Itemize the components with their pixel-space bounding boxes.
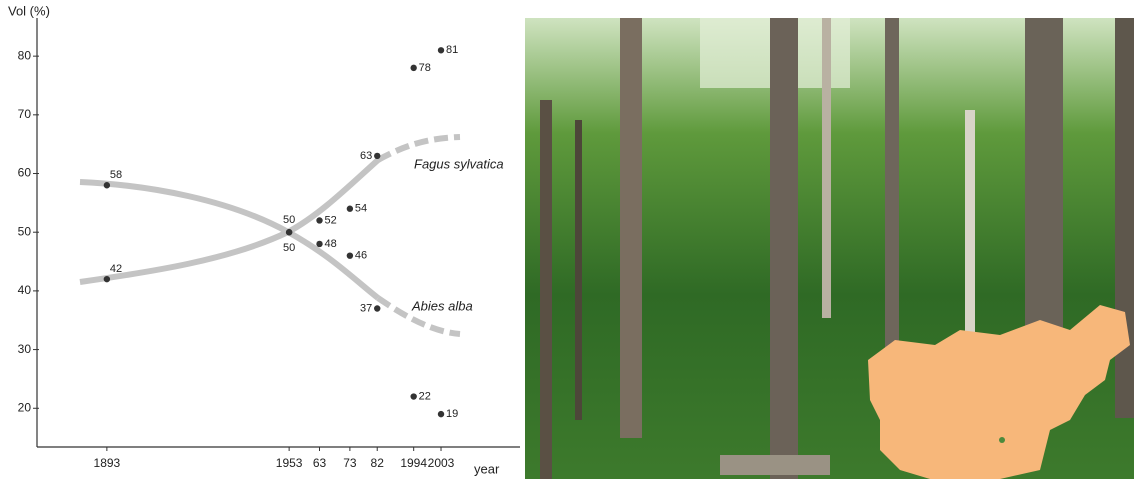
data-label: 78 <box>419 62 431 74</box>
point <box>347 206 353 212</box>
data-label: 37 <box>360 302 372 314</box>
data-label: 50 <box>283 214 295 226</box>
data-label: 58 <box>110 169 122 181</box>
x-tick-label: 2003 <box>428 456 455 470</box>
point <box>410 65 416 71</box>
data-label: 46 <box>355 250 367 262</box>
data-label: 19 <box>446 408 458 420</box>
x-axis-label: year <box>474 461 500 476</box>
point <box>347 252 353 258</box>
y-tick-label: 20 <box>18 400 32 414</box>
point <box>316 241 322 247</box>
x-tick-label: 63 <box>313 456 327 470</box>
point <box>438 47 444 53</box>
x-tick-label: 1994 <box>400 456 427 470</box>
page: Vol (%) year Fagus sylvatica Abies alba … <box>0 0 1134 479</box>
point <box>286 229 292 235</box>
series-label: Fagus sylvatica <box>414 156 504 171</box>
point <box>104 182 110 188</box>
y-tick-label: 50 <box>18 224 32 238</box>
data-label: 81 <box>446 44 458 56</box>
y-tick-label: 80 <box>18 48 32 62</box>
point <box>410 393 416 399</box>
forest-photo <box>525 18 1134 479</box>
data-label: 63 <box>360 150 372 162</box>
point <box>374 153 380 159</box>
point <box>374 305 380 311</box>
y-axis-label: Vol (%) <box>8 3 50 18</box>
x-tick-label: 82 <box>371 456 385 470</box>
trend-curves <box>80 137 460 334</box>
data-label: 50 <box>283 242 295 254</box>
x-tick-label: 1893 <box>94 456 121 470</box>
x-tick-label: 73 <box>343 456 357 470</box>
point <box>438 411 444 417</box>
y-tick-label: 70 <box>18 107 32 121</box>
series-label: Abies alba <box>411 298 473 313</box>
data-label: 22 <box>419 390 431 402</box>
y-tick-label: 60 <box>18 166 32 180</box>
data-label: 48 <box>325 238 337 250</box>
data-label: 42 <box>110 263 122 275</box>
y-tick-label: 40 <box>18 283 32 297</box>
data-label: 52 <box>325 214 337 226</box>
point <box>104 276 110 282</box>
y-tick-label: 30 <box>18 342 32 356</box>
data-label: 54 <box>355 203 367 215</box>
x-tick-label: 1953 <box>276 456 303 470</box>
point <box>316 217 322 223</box>
